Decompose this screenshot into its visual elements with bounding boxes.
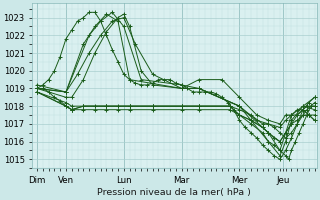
X-axis label: Pression niveau de la mer( hPa ): Pression niveau de la mer( hPa ) <box>98 188 251 197</box>
